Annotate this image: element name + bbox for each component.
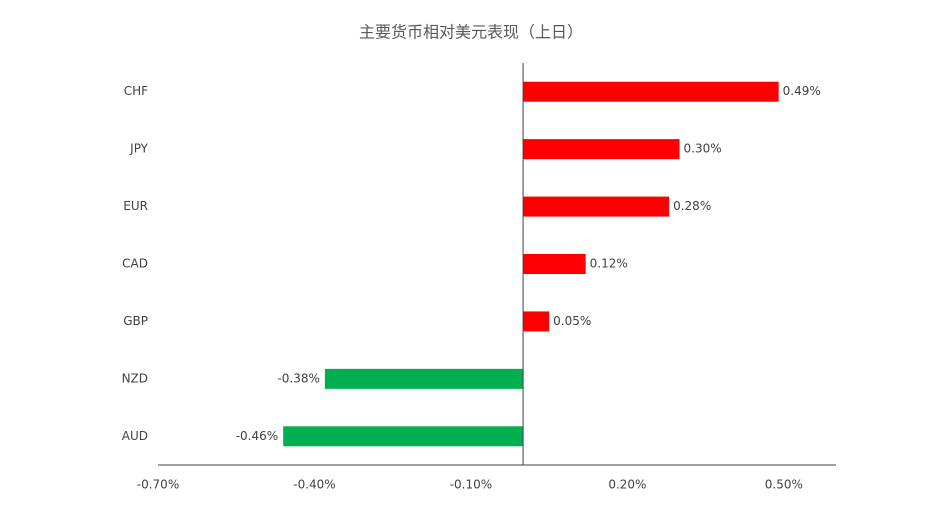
x-tick-label: -0.70% [137,478,179,492]
y-tick-label: AUD [122,429,148,443]
y-tick-label: JPY [129,142,149,156]
chart-title: 主要货币相对美元表现（上日） [359,23,583,42]
value-label: -0.38% [277,371,319,385]
value-label: 0.28% [673,199,711,213]
x-tick-label: -0.10% [450,478,492,492]
bar [523,196,670,217]
bar [324,368,524,389]
y-tick-label: CAD [122,257,148,271]
y-tick-label: CHF [124,84,148,98]
bar [523,139,680,160]
bar [523,81,779,102]
y-tick-label: GBP [123,314,148,328]
bar [523,254,586,274]
value-label: -0.46% [236,429,278,443]
x-tick-label: 0.20% [608,478,646,492]
bar [523,311,550,332]
x-tick-label: 0.50% [765,478,803,492]
value-label: 0.49% [783,84,821,98]
y-tick-label: EUR [123,199,148,213]
bar [283,426,524,447]
x-tick-label: -0.40% [293,478,335,492]
y-tick-label: NZD [122,371,148,385]
value-label: 0.12% [590,257,628,271]
value-label: 0.30% [684,142,722,156]
value-label: 0.05% [553,314,591,328]
